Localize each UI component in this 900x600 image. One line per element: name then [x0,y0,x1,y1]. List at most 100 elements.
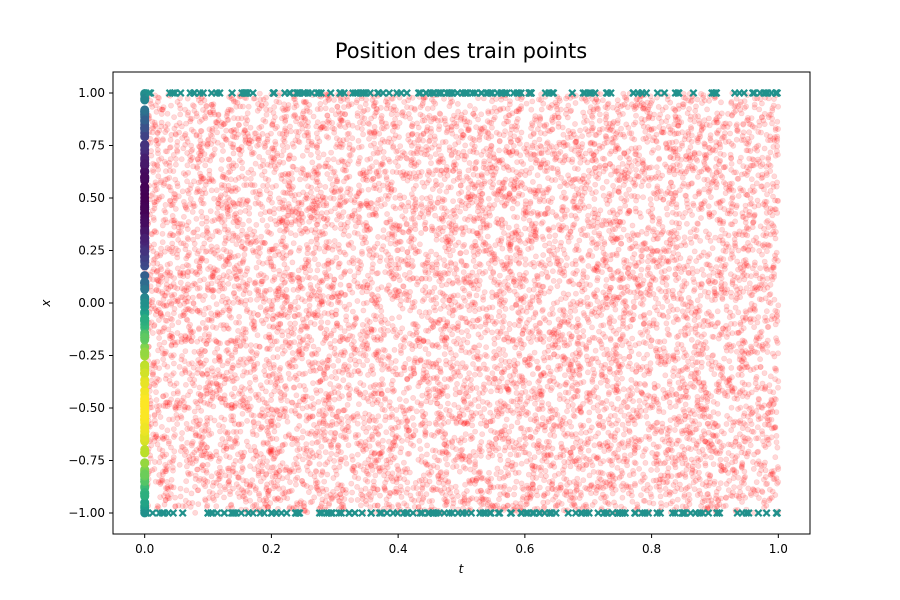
collocation-point [545,343,552,350]
collocation-point [383,219,390,226]
collocation-point [747,319,754,325]
collocation-point [680,406,687,413]
collocation-point [392,107,399,113]
collocation-point [307,484,314,491]
collocation-point [739,349,746,356]
collocation-point [667,500,674,507]
collocation-point [221,494,227,501]
collocation-point [713,292,720,299]
collocation-point [532,309,539,316]
collocation-point [348,480,355,487]
collocation-point [588,356,595,363]
collocation-point [765,154,772,161]
collocation-point [729,467,736,474]
collocation-point [672,403,679,410]
collocation-point [256,125,263,131]
collocation-point [494,196,500,203]
collocation-point [314,267,321,274]
collocation-point [706,115,712,122]
collocation-point [292,232,299,239]
collocation-point [192,509,199,516]
collocation-point [764,191,770,198]
collocation-point [261,239,268,246]
collocation-point [425,359,432,365]
collocation-point [674,334,680,340]
collocation-point [330,243,337,250]
collocation-point [452,456,459,463]
collocation-point [735,329,742,336]
collocation-point [154,267,161,274]
collocation-point [446,411,452,418]
collocation-point [591,442,598,449]
collocation-point [409,414,416,421]
collocation-point [494,465,501,472]
collocation-point [706,167,713,174]
collocation-point [721,151,727,158]
collocation-point [283,413,290,420]
collocation-point [593,224,600,231]
collocation-point [717,456,724,463]
collocation-point [689,463,696,470]
collocation-point [407,433,414,440]
collocation-point [255,312,261,318]
collocation-point [618,408,624,415]
collocation-point [519,181,526,187]
collocation-point [729,194,736,200]
collocation-point [287,230,294,236]
collocation-point [396,134,402,140]
collocation-point [341,104,347,110]
collocation-point [261,144,268,151]
collocation-point [262,118,269,125]
collocation-point [395,423,401,430]
collocation-point [757,415,764,422]
collocation-point [199,200,205,206]
collocation-point [434,387,441,394]
collocation-point [153,389,159,395]
collocation-point [164,478,170,485]
collocation-point [284,313,291,320]
collocation-point [531,263,537,270]
collocation-point [427,317,434,323]
collocation-point [569,444,576,451]
collocation-point [163,126,170,133]
collocation-point [685,181,692,188]
collocation-point [754,319,761,326]
collocation-point [364,106,371,113]
collocation-point [506,335,513,342]
collocation-points [141,90,782,516]
collocation-point [476,342,483,349]
collocation-point [458,258,465,265]
collocation-point [648,493,655,500]
collocation-point [553,155,559,162]
collocation-point [578,409,585,416]
collocation-point [389,411,395,418]
collocation-point [404,486,411,492]
collocation-point [217,192,224,199]
collocation-point [357,380,364,386]
collocation-point [281,101,287,108]
collocation-point [555,150,562,157]
collocation-point [416,241,423,248]
collocation-point [393,407,400,413]
collocation-point [571,413,578,420]
collocation-point [359,321,366,328]
collocation-point [225,467,232,474]
plot-area [140,89,782,518]
collocation-point [691,375,698,382]
collocation-point [533,226,540,233]
collocation-point [606,365,613,372]
collocation-point [397,169,404,176]
collocation-point [313,439,320,446]
collocation-point [244,237,251,244]
collocation-point [270,109,277,116]
collocation-point [361,419,368,426]
collocation-point [743,164,750,171]
collocation-point [255,391,262,398]
collocation-point [196,263,203,270]
collocation-point [771,173,778,180]
collocation-point [274,477,281,484]
collocation-point [316,182,323,189]
collocation-point [204,227,210,234]
collocation-point [574,381,581,388]
collocation-point [657,353,663,360]
